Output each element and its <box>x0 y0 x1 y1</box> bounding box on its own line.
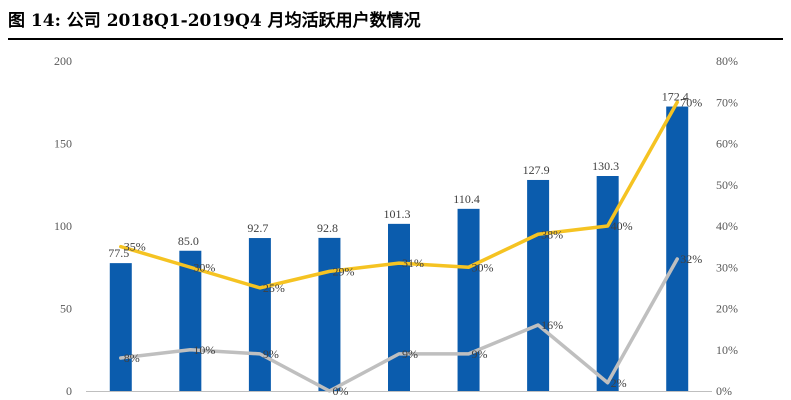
title-rule <box>8 38 783 40</box>
left-tick-label: 0 <box>66 384 72 398</box>
bar-value-labels: 77.5 85.0 92.7 92.8 101.3 110.4 127.9 130.3 172.… <box>108 90 688 261</box>
left-tick-label: 50 <box>60 302 72 316</box>
bar-value-label: 77.5 <box>108 246 129 260</box>
bar <box>318 237 341 391</box>
bar <box>596 176 619 391</box>
gray-percent-label: 9% <box>263 347 279 361</box>
right-tick-label: 50% <box>716 178 738 192</box>
left-axis-ticks: 200 150 100 50 0 <box>54 54 72 398</box>
right-tick-label: 30% <box>716 260 738 274</box>
gray-percent-label: 16% <box>541 318 563 332</box>
bar-value-label: 101.3 <box>384 207 411 221</box>
yellow-percent-label: 30% <box>193 260 215 274</box>
yellow-percent-label: 40% <box>611 219 633 233</box>
bar-value-label: 92.7 <box>247 221 268 235</box>
bar <box>388 223 410 391</box>
right-axis-ticks: 80% 70% 60% 50% 40% 30% 20% 10% 0% <box>716 54 738 398</box>
bar-value-label: 92.8 <box>317 221 338 235</box>
gray-series-line <box>119 257 679 393</box>
bar-value-label: 127.9 <box>523 163 550 177</box>
bar-value-label: 130.3 <box>592 159 619 173</box>
yellow-percent-label: 25% <box>263 281 285 295</box>
right-tick-label: 80% <box>716 54 738 68</box>
right-tick-label: 70% <box>716 95 738 109</box>
bar-value-label: 85.0 <box>178 234 199 248</box>
left-tick-label: 200 <box>54 54 72 68</box>
figure-title: 图 14: 公司 2018Q1-2019Q4 月均活跃用户数情况 <box>8 11 421 31</box>
gray-percent-label: 8% <box>124 351 140 365</box>
gray-percent-label: 9% <box>472 347 488 361</box>
lines <box>119 100 679 393</box>
gray-percent-label: 10% <box>193 343 215 357</box>
right-tick-label: 0% <box>716 384 732 398</box>
yellow-percent-label: 31% <box>402 256 424 270</box>
yellow-percent-label: 70% <box>680 95 702 109</box>
gray-percent-label: 2% <box>611 376 627 390</box>
yellow-series-line <box>119 100 679 290</box>
bar <box>179 250 202 391</box>
bar <box>527 179 550 391</box>
gray-percent-label: 9% <box>402 347 418 361</box>
percent-labels: 35% 30% 25% 29% 31% 30% 38% 40% 70% 8% 10% 9% 0% 9% 9%… <box>124 95 702 398</box>
right-tick-label: 40% <box>716 219 738 233</box>
yellow-percent-label: 29% <box>332 264 354 278</box>
right-tick-label: 10% <box>716 343 738 357</box>
bar <box>248 238 271 391</box>
left-tick-label: 150 <box>54 137 72 151</box>
bar <box>109 263 132 391</box>
bar <box>666 106 689 391</box>
gray-percent-label: 32% <box>680 252 702 266</box>
yellow-percent-label: 38% <box>541 227 563 241</box>
left-tick-label: 100 <box>54 219 72 233</box>
right-tick-label: 20% <box>716 302 738 316</box>
yellow-percent-label: 30% <box>472 260 494 274</box>
bar-value-label: 172.4 <box>662 90 689 104</box>
bar <box>457 208 480 391</box>
bar-value-label: 110.4 <box>453 192 480 206</box>
yellow-percent-label: 35% <box>124 240 146 254</box>
gray-percent-label: 0% <box>332 384 348 398</box>
right-tick-label: 60% <box>716 137 738 151</box>
